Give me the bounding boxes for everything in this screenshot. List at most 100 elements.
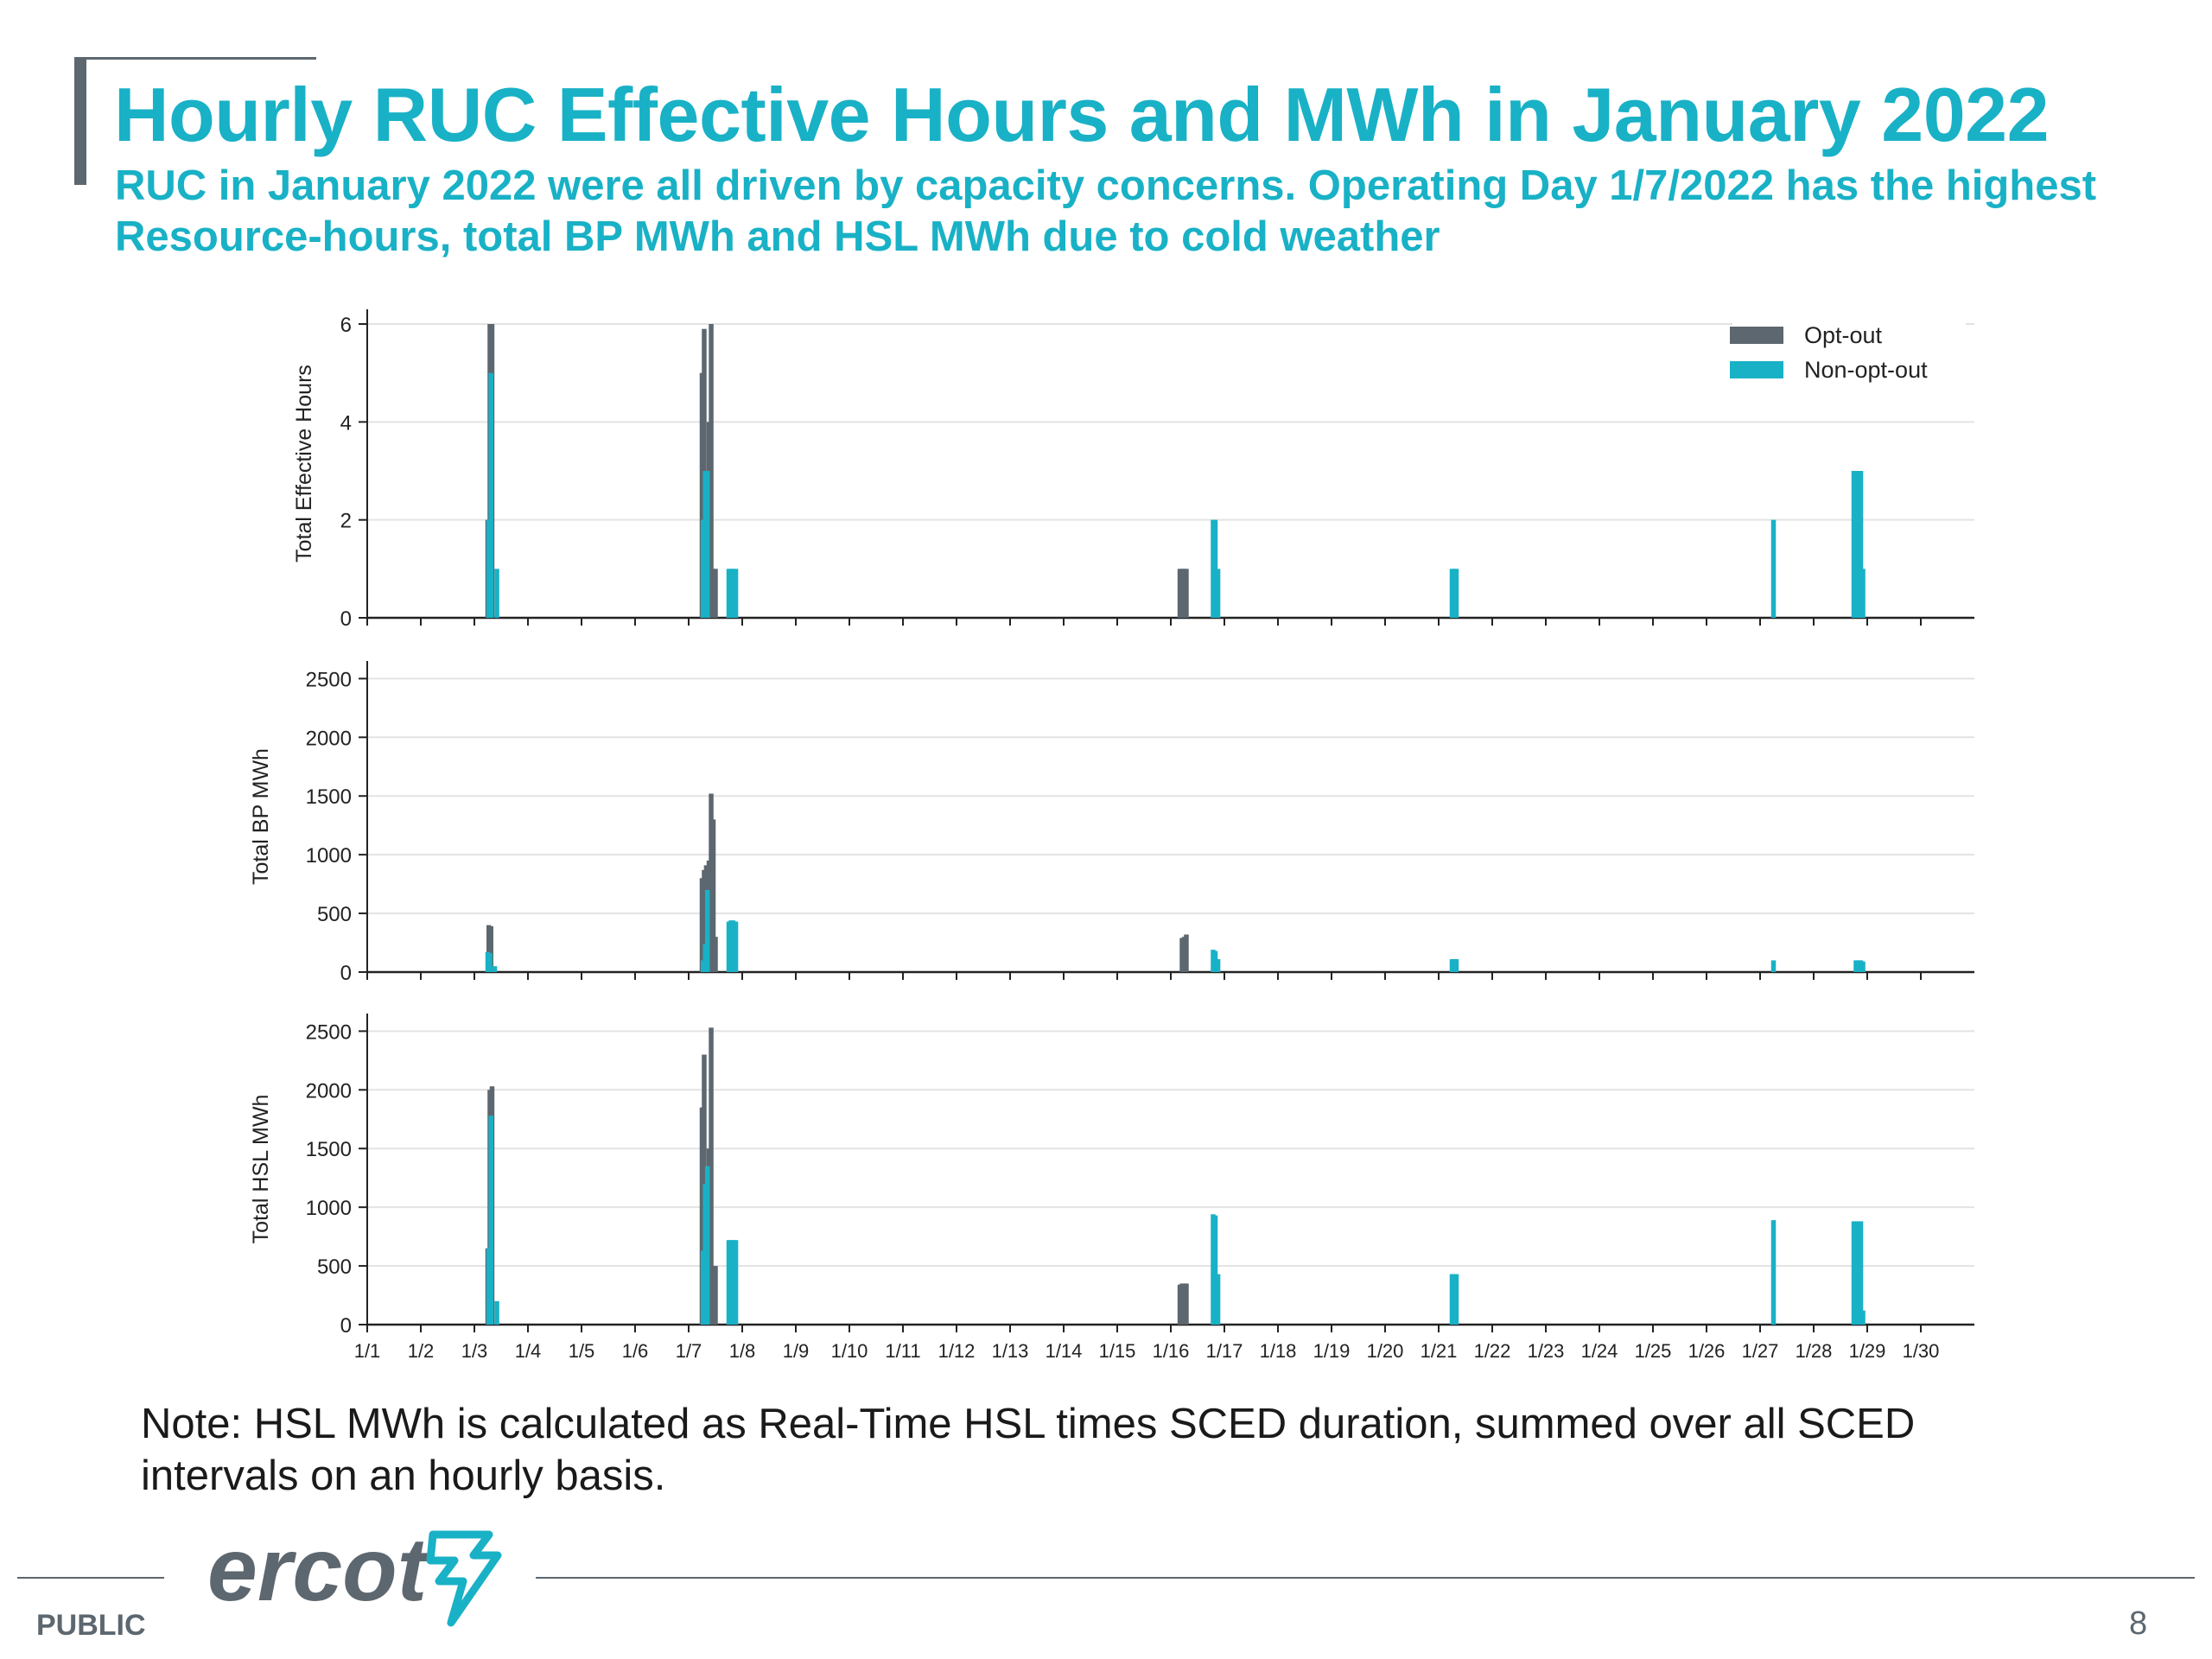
- bar-non-opt-out: [1212, 950, 1218, 972]
- x-tick-label: 1/13: [992, 1340, 1029, 1362]
- bar-non-opt-out: [733, 569, 739, 618]
- bar-non-opt-out: [704, 889, 710, 972]
- ruc-chart: 0 2 4 6 Total Effective Hours 0 500 1000 1500 200…: [249, 309, 1974, 1362]
- y-axis-label: Total BP MWh: [249, 748, 273, 885]
- x-tick-label: 1/7: [676, 1340, 702, 1362]
- slide-note: Note: HSL MWh is calculated as Real-Time…: [141, 1401, 1916, 1499]
- y-tick-label: 1000: [306, 1197, 352, 1220]
- x-tick-label: 1/17: [1206, 1340, 1243, 1362]
- bar-non-opt-out: [1770, 960, 1777, 972]
- chart-panel-3: 0 500 1000 1500 2000 2500 Total HSL MWh: [249, 1014, 1974, 1338]
- y-axis-label: Total HSL MWh: [249, 1095, 273, 1244]
- bar-non-opt-out: [1860, 569, 1866, 618]
- x-tick-label: 1/29: [1849, 1340, 1886, 1362]
- bar-opt-out: [488, 926, 493, 972]
- y-tick-label: 500: [317, 1255, 352, 1279]
- bar-opt-out: [713, 937, 718, 972]
- slide-subtitle: RUC in January 2022 were all driven by c…: [115, 162, 2097, 260]
- bar-non-opt-out: [1858, 471, 1864, 618]
- x-tick-label: 1/19: [1313, 1340, 1351, 1362]
- x-tick-label: 1/21: [1421, 1340, 1458, 1362]
- legend-label-opt-out: Opt-out: [1804, 322, 1883, 348]
- bar-non-opt-out: [1215, 1274, 1221, 1325]
- x-tick-label: 1/1: [354, 1340, 381, 1362]
- y-tick-label: 500: [317, 903, 352, 926]
- y-tick-label: 1500: [306, 785, 352, 809]
- x-tick-label: 1/18: [1260, 1340, 1297, 1362]
- ercot-logo: ercot: [207, 1521, 502, 1627]
- bar-non-opt-out: [1212, 1215, 1218, 1325]
- x-tick-label: 1/2: [408, 1340, 435, 1362]
- x-tick-label: 1/24: [1581, 1340, 1618, 1362]
- y-tick-label: 6: [340, 314, 352, 337]
- bar-non-opt-out: [730, 1240, 736, 1325]
- bar-non-opt-out: [1770, 519, 1777, 618]
- bar-non-opt-out: [1855, 960, 1861, 972]
- x-tick-label: 1/9: [783, 1340, 810, 1362]
- x-tick-label: 1/16: [1153, 1340, 1190, 1362]
- bar-non-opt-out: [704, 471, 710, 618]
- y-tick-label: 2000: [306, 1079, 352, 1103]
- legend-swatch-opt-out: [1730, 327, 1783, 344]
- bar-opt-out: [709, 1027, 714, 1325]
- y-tick-label: 0: [340, 962, 352, 985]
- title-accent-line: [74, 57, 316, 60]
- x-tick-label: 1/27: [1742, 1340, 1779, 1362]
- logo-wordmark: ercot: [207, 1521, 431, 1620]
- legend-swatch-non-opt-out: [1730, 361, 1783, 378]
- bar-opt-out: [1184, 934, 1189, 972]
- bar-non-opt-out: [1855, 1221, 1861, 1325]
- title-accent-bar: [74, 57, 86, 185]
- bar-non-opt-out: [487, 953, 493, 972]
- bar-non-opt-out: [733, 921, 739, 972]
- footer-public-label: PUBLIC: [36, 1609, 146, 1642]
- bar-non-opt-out: [492, 966, 498, 972]
- bar-non-opt-out: [1453, 569, 1459, 618]
- chart-panel-2: 0 500 1000 1500 2000 2500 Total BP MWh: [249, 661, 1974, 985]
- bar-opt-out: [713, 569, 718, 618]
- bar-opt-out: [709, 324, 714, 618]
- x-tick-label: 1/11: [885, 1340, 920, 1362]
- logo-bolt-icon: [426, 1530, 502, 1627]
- y-tick-label: 0: [340, 607, 352, 631]
- x-tick-label: 1/20: [1367, 1340, 1404, 1362]
- bar-non-opt-out: [494, 569, 499, 618]
- x-tick-label: 1/15: [1099, 1340, 1136, 1362]
- bar-non-opt-out: [1770, 1220, 1777, 1325]
- x-tick-label: 1/30: [1903, 1340, 1940, 1362]
- bar-non-opt-out: [730, 569, 736, 618]
- bar-non-opt-out: [1855, 471, 1861, 618]
- bar-non-opt-out: [1453, 1274, 1459, 1325]
- y-tick-label: 2500: [306, 668, 352, 691]
- x-tick-label: 1/12: [938, 1340, 976, 1362]
- x-tick-label: 1/22: [1474, 1340, 1511, 1362]
- bar-non-opt-out: [488, 372, 493, 618]
- y-tick-label: 4: [340, 411, 352, 435]
- bar-opt-out: [1184, 1283, 1189, 1325]
- y-tick-label: 2500: [306, 1020, 352, 1044]
- bar-non-opt-out: [1858, 1221, 1864, 1325]
- bar-non-opt-out: [1212, 519, 1218, 618]
- bar-non-opt-out: [488, 1116, 493, 1325]
- bar-opt-out: [713, 1266, 718, 1325]
- chart-panel-1: 0 2 4 6 Total Effective Hours: [292, 309, 1974, 631]
- bar-non-opt-out: [494, 1300, 499, 1325]
- x-tick-label: 1/28: [1796, 1340, 1833, 1362]
- bar-non-opt-out: [1860, 1310, 1866, 1325]
- bar-opt-out: [710, 819, 716, 972]
- y-tick-label: 2: [340, 510, 352, 533]
- x-tick-label: 1/8: [729, 1340, 756, 1362]
- footer-rule-right: [536, 1577, 2195, 1579]
- x-tick-label: 1/4: [515, 1340, 542, 1362]
- slide-title: Hourly RUC Effective Hours and MWh in Ja…: [114, 72, 2050, 157]
- y-tick-label: 1000: [306, 844, 352, 868]
- page-number: 8: [2129, 1605, 2148, 1642]
- x-tick-label: 1/6: [622, 1340, 649, 1362]
- legend-label-non-opt-out: Non-opt-out: [1804, 357, 1928, 383]
- x-tick-label: 1/5: [569, 1340, 595, 1362]
- legend-box: [1732, 313, 1966, 392]
- x-tick-label: 1/25: [1635, 1340, 1672, 1362]
- bar-non-opt-out: [730, 920, 736, 972]
- bar-opt-out: [1184, 569, 1189, 618]
- chart-legend: Opt-out Non-opt-out: [1730, 313, 1966, 392]
